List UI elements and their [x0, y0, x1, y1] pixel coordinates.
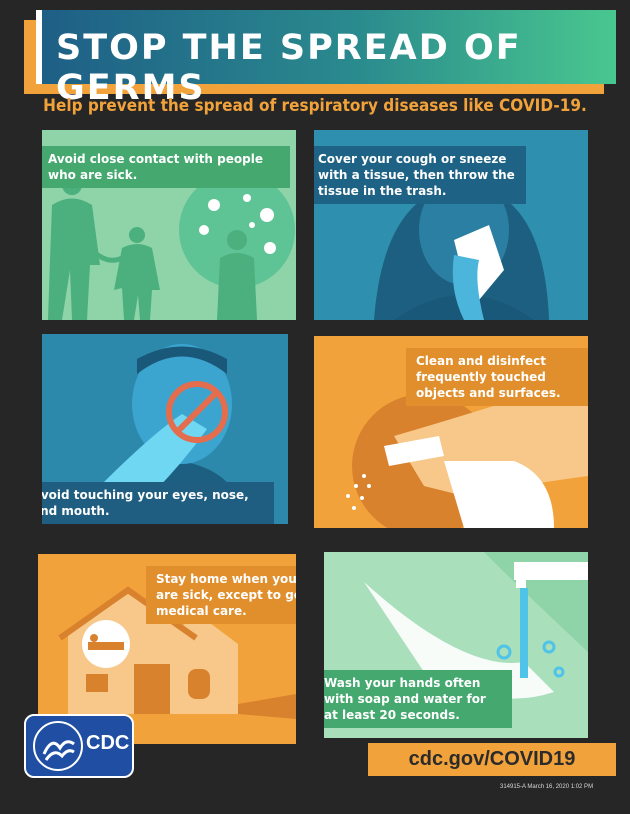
cdc-logo-text: CDC: [86, 732, 130, 754]
sick-person-silhouette: [217, 253, 257, 320]
adult-silhouette: [48, 198, 100, 320]
child-silhouette: [114, 244, 160, 320]
page-title: STOP THE SPREAD OF GERMS: [56, 28, 522, 108]
tip-caption: Cover your cough or sneeze with a tissue…: [314, 146, 526, 204]
subtitle: Help prevent the spread of respiratory d…: [43, 96, 587, 116]
cdc-logo: CDC: [24, 714, 134, 778]
germ-icons: [199, 194, 276, 254]
panel-touching-face: Avoid touching your eyes, nose, and mout…: [42, 334, 288, 524]
spray-illustration: [346, 376, 588, 528]
tip-caption: Clean and disinfect frequently touched o…: [406, 348, 588, 406]
title-banner: [36, 10, 616, 84]
tip-caption: Avoid close contact with people who are …: [42, 146, 290, 188]
panel-cover-cough: Cover your cough or sneeze with a tissue…: [314, 130, 588, 320]
panel-clean-surfaces: Clean and disinfect frequently touched o…: [314, 336, 588, 528]
spray-bottle-body: [444, 461, 554, 528]
hand-shape: [364, 582, 554, 699]
house-illustration: [58, 586, 296, 719]
panel-wash-hands: Wash your hands often with soap and wate…: [324, 552, 588, 738]
no-symbol-icon: [166, 381, 228, 443]
spray-bottle-nozzle: [384, 436, 444, 466]
tip-caption: Stay home when you are sick, except to g…: [146, 566, 296, 624]
panel-close-contact: Avoid close contact with people who are …: [42, 130, 296, 320]
website-link[interactable]: cdc.gov/COVID19: [368, 743, 616, 776]
document-code: 314915-A March 16, 2020 1:02 PM: [500, 784, 594, 790]
hand-shape: [394, 376, 588, 496]
title-accent-bar: [36, 10, 42, 84]
water-stream: [520, 588, 528, 678]
tip-caption: Wash your hands often with soap and wate…: [324, 670, 512, 728]
hand-shape: [452, 255, 484, 320]
sneeze-illustration: [374, 175, 549, 320]
panel-stay-home: Stay home when you are sick, except to g…: [38, 554, 296, 744]
spray-mist-icon: [346, 474, 371, 510]
hhs-seal-icon: [33, 721, 83, 771]
faucet-icon: [514, 562, 588, 580]
tip-caption: Avoid touching your eyes, nose, and mout…: [42, 482, 274, 524]
